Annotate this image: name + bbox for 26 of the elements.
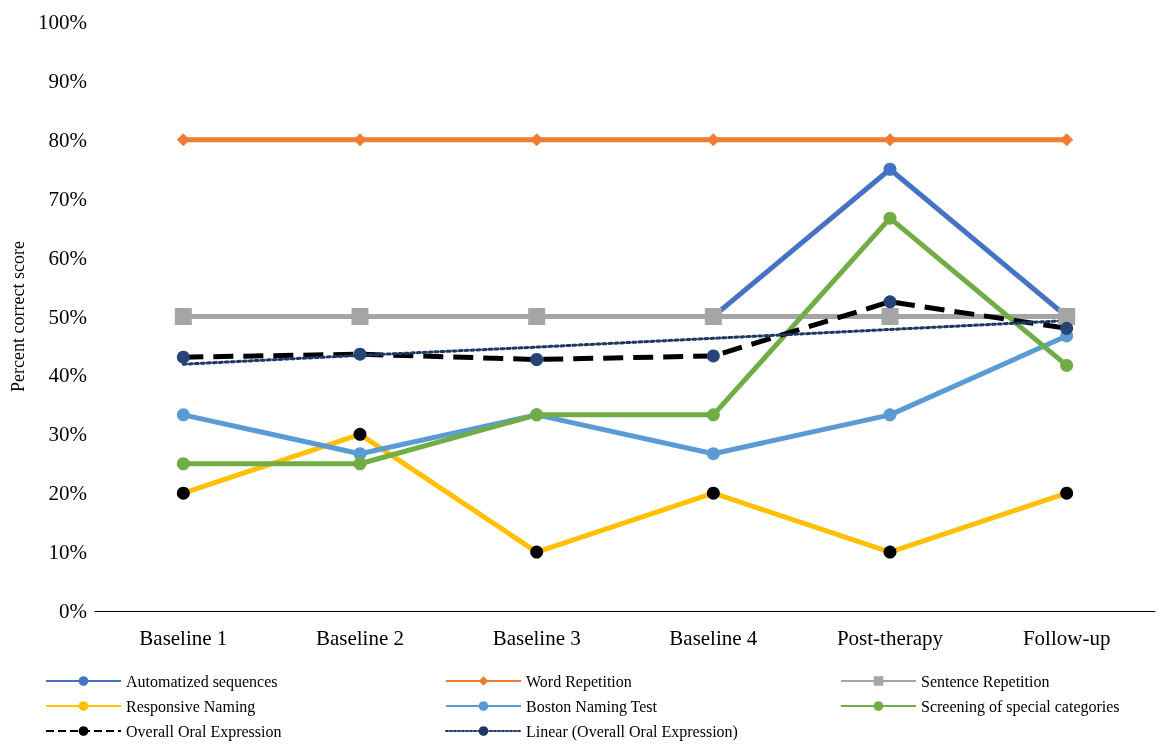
y-axis-title: Percent correct score (8, 241, 28, 392)
legend-label: Boston Naming Test (526, 697, 658, 716)
y-tick-label: 70% (48, 186, 87, 211)
legend-label: Responsive Naming (126, 697, 256, 716)
y-tick-label: 40% (48, 363, 87, 388)
x-tick-label: Post-therapy (836, 625, 944, 650)
y-tick-label: 20% (48, 481, 87, 506)
y-tick-label: 0% (59, 599, 87, 623)
legend-label: Automatized sequences (126, 672, 278, 691)
x-tick-label: Baseline 4 (669, 625, 758, 650)
y-tick-label: 100% (38, 10, 87, 34)
x-tick-label: Follow-up (1022, 625, 1111, 650)
y-tick-label: 80% (48, 127, 87, 152)
x-tick-label: Baseline 1 (139, 625, 228, 650)
y-tick-label: 90% (48, 68, 87, 93)
y-tick-label: 50% (48, 304, 87, 329)
y-tick-label: 10% (48, 540, 87, 565)
legend-label: Word Repetition (526, 672, 632, 691)
legend-label: Sentence Repetition (921, 672, 1050, 691)
x-tick-label: Baseline 3 (492, 625, 581, 650)
x-tick-label: Baseline 2 (315, 625, 405, 650)
legend-label: Linear (Overall Oral Expression) (526, 722, 738, 741)
legend-label: Screening of special categories (921, 697, 1120, 716)
legend-label: Overall Oral Expression (126, 722, 282, 741)
y-tick-label: 30% (48, 422, 87, 447)
y-tick-label: 60% (48, 245, 87, 270)
